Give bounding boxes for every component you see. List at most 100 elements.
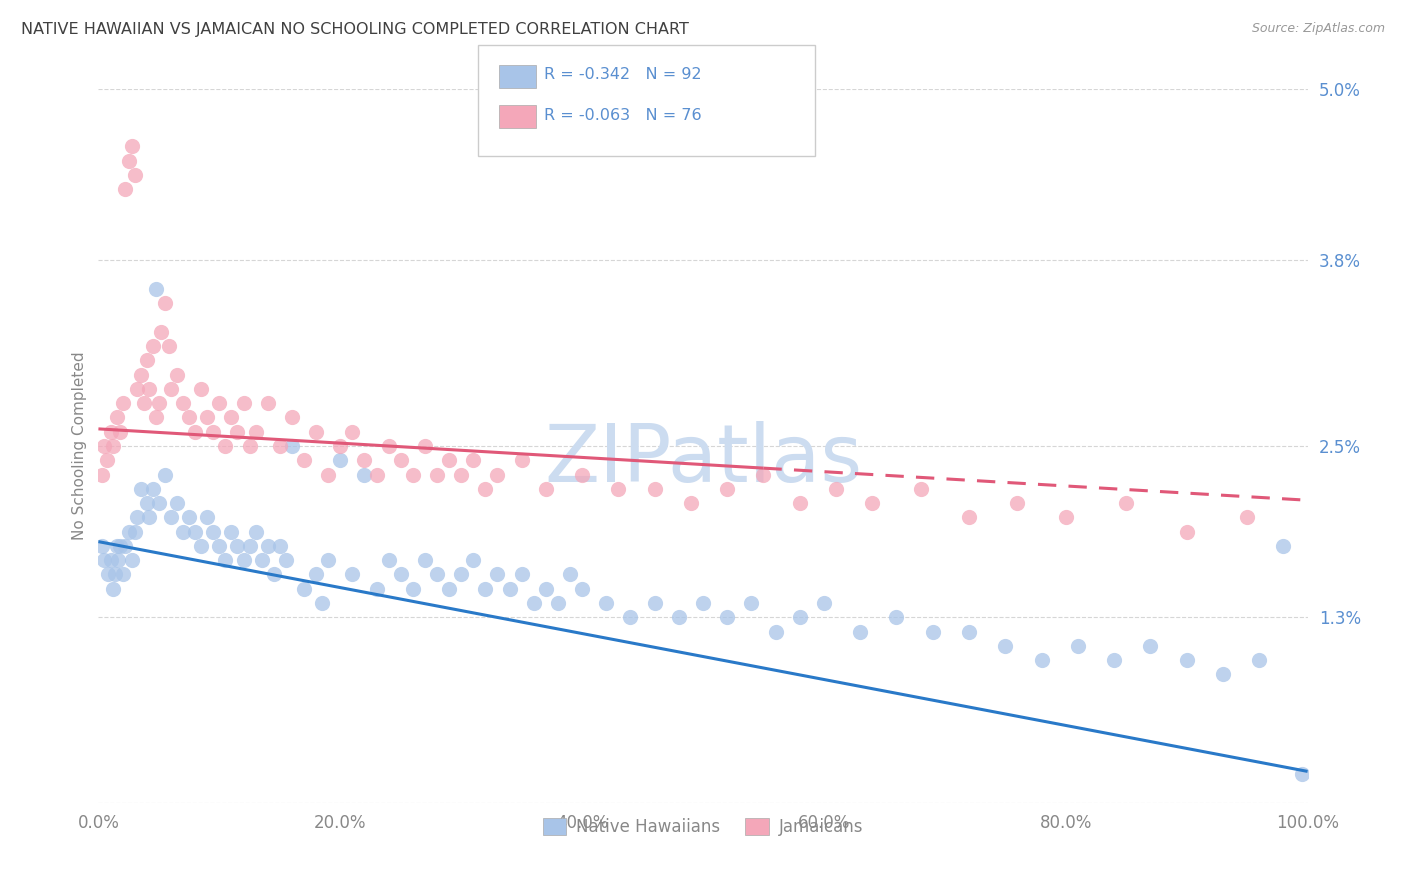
Point	[510, 567, 533, 582]
Point	[329, 453, 352, 467]
Point	[93, 439, 115, 453]
Point	[214, 439, 236, 453]
Point	[184, 524, 207, 539]
Point	[1272, 539, 1295, 553]
Point	[752, 467, 775, 482]
Point	[195, 510, 218, 524]
Point	[245, 425, 267, 439]
Point	[107, 553, 129, 567]
Point	[221, 410, 243, 425]
Point	[91, 467, 114, 482]
Point	[202, 425, 225, 439]
Point	[668, 610, 690, 624]
Text: NATIVE HAWAIIAN VS JAMAICAN NO SCHOOLING COMPLETED CORRELATION CHART: NATIVE HAWAIIAN VS JAMAICAN NO SCHOOLING…	[21, 22, 689, 37]
Point	[129, 368, 152, 382]
Point	[232, 553, 254, 567]
Point	[716, 482, 738, 496]
Point	[124, 168, 146, 182]
Point	[190, 539, 212, 553]
Point	[1212, 667, 1234, 681]
Point	[256, 396, 278, 410]
Point	[114, 539, 136, 553]
Point	[101, 439, 124, 453]
Point	[413, 439, 436, 453]
Point	[134, 396, 156, 410]
Point	[377, 553, 399, 567]
Point	[190, 382, 212, 396]
Point	[145, 282, 167, 296]
Point	[269, 539, 291, 553]
Point	[316, 467, 339, 482]
Point	[214, 553, 236, 567]
Point	[160, 510, 183, 524]
Point	[486, 467, 509, 482]
Point	[463, 453, 485, 467]
Point	[208, 539, 231, 553]
Point	[121, 553, 143, 567]
Point	[97, 567, 120, 582]
Point	[111, 567, 134, 582]
Point	[389, 453, 412, 467]
Point	[957, 624, 980, 639]
Point	[1249, 653, 1271, 667]
Point	[389, 567, 412, 582]
Point	[292, 582, 315, 596]
Point	[595, 596, 617, 610]
Point	[342, 425, 364, 439]
Point	[135, 496, 157, 510]
Point	[450, 467, 472, 482]
Point	[886, 610, 908, 624]
Point	[571, 582, 593, 596]
Y-axis label: No Schooling Completed: No Schooling Completed	[72, 351, 87, 541]
Point	[813, 596, 835, 610]
Point	[269, 439, 291, 453]
Point	[849, 624, 872, 639]
Point	[245, 524, 267, 539]
Point	[138, 510, 160, 524]
Point	[510, 453, 533, 467]
Point	[138, 382, 160, 396]
Point	[100, 425, 122, 439]
Point	[101, 582, 124, 596]
Point	[619, 610, 641, 624]
Point	[789, 496, 811, 510]
Point	[166, 496, 188, 510]
Point	[1067, 639, 1090, 653]
Point	[121, 139, 143, 153]
Point	[353, 467, 375, 482]
Point	[166, 368, 188, 382]
Point	[1054, 510, 1077, 524]
Point	[148, 396, 170, 410]
Point	[195, 410, 218, 425]
Point	[1031, 653, 1053, 667]
Point	[232, 396, 254, 410]
Point	[179, 410, 201, 425]
Point	[342, 567, 364, 582]
Point	[1115, 496, 1137, 510]
Point	[118, 153, 141, 168]
Point	[96, 453, 118, 467]
Point	[311, 596, 333, 610]
Point	[860, 496, 883, 510]
Point	[534, 482, 557, 496]
Point	[716, 610, 738, 624]
Point	[153, 467, 176, 482]
Point	[426, 467, 449, 482]
Point	[957, 510, 980, 524]
Point	[202, 524, 225, 539]
Point	[765, 624, 787, 639]
Point	[1139, 639, 1161, 653]
Point	[153, 296, 176, 310]
Point	[692, 596, 714, 610]
Point	[353, 453, 375, 467]
Point	[256, 539, 278, 553]
Point	[921, 624, 943, 639]
Point	[172, 396, 194, 410]
Point	[108, 425, 131, 439]
Point	[127, 510, 149, 524]
Point	[644, 482, 666, 496]
Point	[402, 582, 425, 596]
Point	[377, 439, 399, 453]
Point	[157, 339, 180, 353]
Point	[413, 553, 436, 567]
